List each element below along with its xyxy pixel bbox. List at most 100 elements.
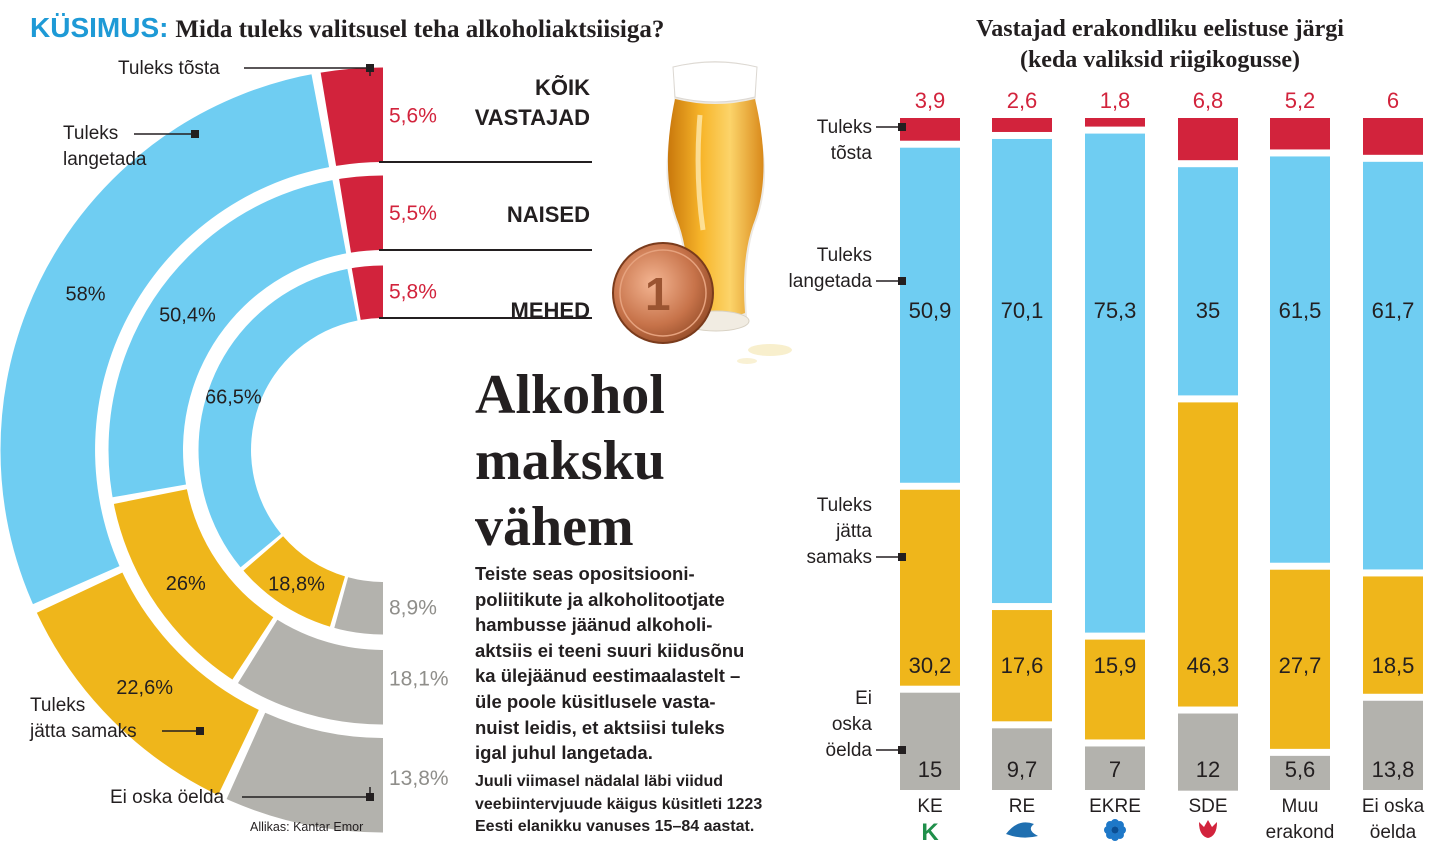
- bar-category-label: Muu: [1282, 796, 1319, 817]
- bar-value-label: 18,5: [1372, 653, 1415, 678]
- coin-numeral: 1: [645, 268, 671, 320]
- donut-slice-label: 58%: [66, 284, 106, 306]
- donut-slice-label: 8,9%: [389, 596, 437, 619]
- bar-category-label: RE: [1009, 796, 1035, 817]
- ring-outline: [105, 172, 384, 728]
- method-note-line: veebiintervjuude käigus küsitleti 1223: [475, 795, 763, 813]
- donut-slice-dont-know: [333, 577, 383, 636]
- ring-group-name: VASTAJAD: [475, 105, 590, 130]
- donut-slice-label: 22,6%: [116, 677, 173, 699]
- bar-segment-legend-label: Tuleks: [817, 245, 872, 266]
- bar-category-label: Ei oska: [1362, 796, 1425, 817]
- bar-segment-same: [1178, 402, 1238, 707]
- donut-slice-same: [242, 536, 345, 629]
- ring-group-name: KÕIK: [535, 75, 590, 100]
- donut-slice-label: 26%: [166, 573, 206, 595]
- donut-category-label: Tuleks: [30, 695, 85, 716]
- bar-segment-same: [1085, 639, 1145, 740]
- donut-category-label: langetada: [63, 149, 147, 170]
- bar-value-label: 13,8: [1372, 757, 1415, 782]
- bar-category-label: EKRE: [1089, 796, 1141, 817]
- bar-segment-same: [1363, 576, 1423, 694]
- bar-value-label: 27,7: [1279, 653, 1322, 678]
- callout-marker: [191, 130, 199, 138]
- question-label: KÜSIMUS:: [30, 12, 169, 43]
- bar-segment-legend-label: tõsta: [831, 143, 873, 164]
- bar-category-label: erakond: [1266, 822, 1335, 843]
- bar-value-label: 15,9: [1094, 653, 1137, 678]
- bar-value-label: 15: [918, 757, 942, 782]
- beer-glass-illustration: 1: [612, 61, 792, 364]
- bar-value-label: 6: [1387, 88, 1399, 113]
- bar-segment-lower: [992, 138, 1052, 604]
- donut-category-label: jätta samaks: [29, 721, 137, 742]
- article-body-line: igal juhul langetada.: [475, 742, 653, 764]
- bar-segment-legend-label: Tuleks: [817, 495, 872, 516]
- ke-logo-icon: K: [921, 819, 939, 846]
- donut-slice-lower: [0, 72, 330, 605]
- bar-segment-legend-label: samaks: [807, 547, 872, 568]
- callout-marker: [898, 746, 906, 754]
- bar-value-label: 50,9: [909, 298, 952, 323]
- ring-outline: [195, 262, 384, 638]
- bar-segment-same: [900, 489, 960, 686]
- bar-segment-dont-know: [900, 692, 960, 790]
- donut-slice-same: [35, 572, 259, 797]
- bar-segment-lower: [1178, 167, 1238, 396]
- callout-marker: [898, 277, 906, 285]
- donut-slice-same: [112, 489, 274, 681]
- bar-segment-raise: [992, 118, 1052, 132]
- bar-value-label: 17,6: [1001, 653, 1044, 678]
- bar-value-label: 46,3: [1187, 653, 1230, 678]
- bar-segment-lower: [900, 147, 960, 483]
- bar-value-label: 1,8: [1100, 88, 1131, 113]
- ring-group-name: NAISED: [507, 202, 590, 227]
- bar-value-label: 35: [1196, 298, 1220, 323]
- donut-slice-raise: [338, 174, 383, 253]
- bar-value-label: 70,1: [1001, 298, 1044, 323]
- donut-slice-label: 18,1%: [389, 667, 449, 690]
- bar-value-label: 5,2: [1285, 88, 1316, 113]
- donut-slice-label: 5,5%: [389, 202, 437, 225]
- method-note-line: Eesti elanikku vanuses 15–84 aastat.: [475, 818, 755, 835]
- bar-value-label: 6,8: [1193, 88, 1224, 113]
- donut-slice-label: 5,6%: [389, 104, 437, 127]
- question-text: Mida tuleks valitsusel teha alkoholiakts…: [175, 16, 665, 43]
- party-chart-title: Vastajad erakondliku eelistuse järgi (ke…: [880, 14, 1440, 76]
- article-body-line: Teiste seas opositsiooni-: [475, 563, 695, 584]
- article-body-line: nuist leidis, et aktsiisi tuleks: [475, 716, 725, 738]
- re-squirrel-logo-icon: [1006, 822, 1038, 838]
- donut-slice-label: 13,8%: [389, 767, 449, 790]
- bar-segment-same: [992, 610, 1052, 722]
- article-title: Alkohol maksku vähem: [475, 362, 665, 560]
- party-chart-title-line2: (keda valiksid riigikogusse): [1019, 47, 1301, 73]
- bar-segment-legend-label: oska: [832, 714, 873, 735]
- callout-marker: [196, 727, 204, 735]
- donut-slice-lower: [106, 178, 347, 498]
- bar-value-label: 61,7: [1372, 298, 1415, 323]
- bar-segment-lower: [1363, 161, 1423, 570]
- bar-segment-raise: [1363, 118, 1423, 155]
- donut-slice-label: 18,8%: [268, 573, 325, 595]
- bar-value-label: 9,7: [1007, 757, 1038, 782]
- bar-segment-dont-know: [1085, 746, 1145, 790]
- bar-segment-legend-label: jätta: [835, 521, 872, 542]
- article-body-line: poliitikute ja alkoholitootjate: [475, 588, 725, 610]
- article-title-line: vähem: [475, 496, 634, 558]
- ekre-cornflower-logo-icon: [1111, 826, 1119, 834]
- bar-category-label: SDE: [1188, 796, 1227, 817]
- article-body-line: aktsiis ei teeni suuri kiidusõnu: [475, 639, 745, 661]
- donut-category-label: Ei oska öelda: [110, 787, 225, 808]
- party-chart-title-line1: Vastajad erakondliku eelistuse järgi: [976, 16, 1344, 42]
- donut-category-label: Tuleks tõsta: [118, 58, 220, 79]
- method-note: Juuli viimasel nädalal läbi viidud veebi…: [475, 771, 815, 839]
- donut-slice-label: 66,5%: [205, 386, 262, 408]
- bar-segment-legend-label: Tuleks: [817, 117, 872, 138]
- question-heading: KÜSIMUS: Mida tuleks valitsusel teha alk…: [30, 12, 664, 44]
- bar-segment-raise: [1270, 118, 1330, 150]
- bar-segment-legend-label: öelda: [826, 740, 873, 761]
- bar-value-label: 5,6: [1285, 757, 1316, 782]
- source-note: Allikas: Kantar Emor: [250, 820, 364, 834]
- bar-segment-lower: [1270, 156, 1330, 563]
- bar-segment-raise: [900, 118, 960, 141]
